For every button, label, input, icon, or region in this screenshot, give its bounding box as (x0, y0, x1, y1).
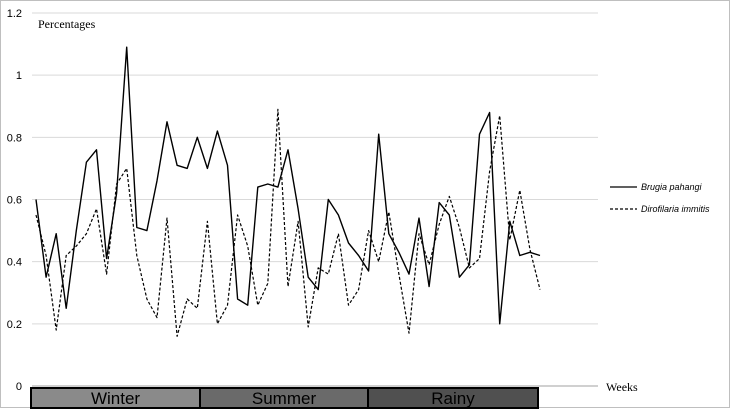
gridlines (32, 12, 598, 325)
season-segment-rainy (369, 389, 537, 407)
y-tick-label: 0.8 (7, 132, 22, 144)
legend-label: Dirofilaria immitis (641, 204, 710, 214)
series-lines (35, 46, 541, 337)
legend: Brugia pahangi Dirofilaria immitis (610, 182, 710, 214)
y-axis-title: Percentages (38, 17, 96, 31)
y-tick-label: 0 (16, 381, 22, 393)
legend-label: Brugia pahangi (641, 182, 703, 192)
season-label-rainy: Rainy (431, 389, 475, 408)
series-line-brugia-pahangi (35, 46, 541, 325)
y-tick-label: 0.6 (7, 195, 22, 207)
y-tick-labels: 0 0.2 0.4 0.6 0.8 1 1.2 (7, 8, 22, 393)
season-segment-summer (201, 389, 367, 407)
season-label-winter: Winter (91, 389, 140, 408)
y-tick-label: 0.2 (7, 319, 22, 331)
series-line-dirofilaria-immitis (35, 108, 541, 337)
season-segment-winter (32, 389, 199, 407)
y-tick-label: 0.4 (7, 257, 22, 269)
y-tick-label: 1.2 (7, 8, 22, 20)
season-bar: Winter Summer Rainy (30, 387, 539, 409)
y-tick-label: 1 (16, 70, 22, 82)
x-axis-title: Weeks (606, 380, 638, 394)
season-label-summer: Summer (252, 389, 317, 408)
